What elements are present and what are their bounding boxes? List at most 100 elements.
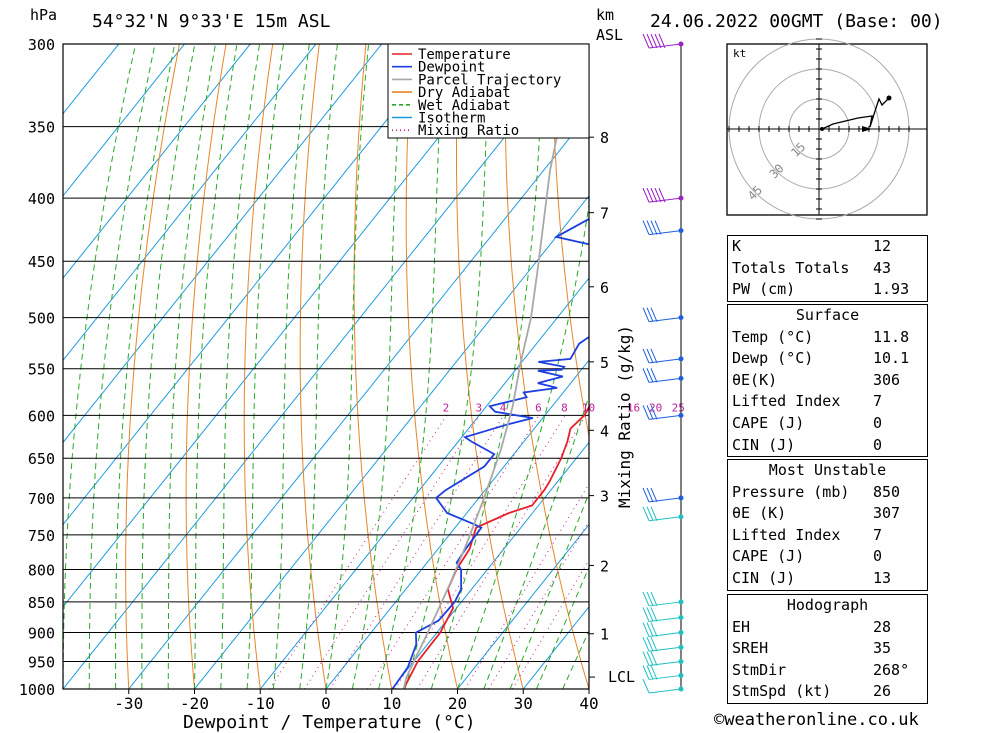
mixing-ratio-line	[329, 415, 505, 689]
y-tick-label: 1000	[19, 681, 55, 699]
wind-barb	[642, 637, 682, 652]
y-tick-label: 550	[28, 361, 55, 379]
x-axis-label: Dewpoint / Temperature (°C)	[183, 712, 476, 733]
wet-adiabat-line	[194, 44, 238, 689]
wind-barb	[642, 506, 682, 522]
legend-entry: Isotherm	[418, 111, 485, 127]
surface-value: 10.1	[873, 349, 910, 368]
dry-adiabat-line	[243, 44, 274, 689]
km-tick-label: 6	[600, 279, 609, 297]
mixing-ratio-line	[303, 415, 480, 689]
y-tick-label: 600	[28, 407, 55, 425]
surface-row: θE(K) 306	[728, 370, 927, 392]
y-tick-label: 400	[28, 190, 55, 208]
km-tick-label: 1	[600, 626, 609, 644]
km-tick-label: 2	[600, 557, 609, 575]
isotherm-line	[63, 44, 514, 608]
hodograph-table-title: Hodograph	[786, 596, 869, 614]
legend-entry: Dewpoint	[418, 60, 485, 76]
km-tick-label: 8	[600, 129, 609, 147]
indices-row: K 12	[728, 236, 927, 258]
y-tick-label: 900	[28, 625, 55, 643]
hodograph-table-key: StmDir	[732, 660, 787, 679]
mixing-ratio-line	[416, 415, 587, 689]
location-title: 54°32'N 9°33'E 15m ASL	[92, 11, 331, 32]
isotherm-line	[522, 606, 589, 689]
mixing-ratio-label: 20	[649, 401, 662, 414]
surface-value: 11.8	[873, 327, 910, 346]
mixing-ratio-label: 16	[627, 401, 640, 414]
wet-adiabat-line	[88, 44, 156, 689]
wind-barb	[642, 665, 682, 680]
indices-key: K	[732, 237, 742, 255]
mixing-ratio-label: 25	[672, 401, 685, 414]
most-unstable-value: 7	[873, 525, 883, 544]
indices-value: 43	[873, 258, 892, 277]
hodograph-end-dot	[886, 95, 892, 101]
y-tick-label: 300	[28, 36, 55, 54]
lcl-label: LCL	[608, 668, 635, 686]
hodograph-trace	[821, 97, 890, 130]
mixing-ratio-label: 6	[535, 401, 542, 414]
height-unit-km: km	[596, 6, 614, 24]
dry-adiabat-line	[551, 44, 589, 439]
datetime-label: 24.06.2022 00GMT (Base: 00)	[650, 11, 943, 32]
isotherm-line	[457, 523, 589, 689]
surface-value: 0	[873, 413, 883, 432]
wet-adiabat-line	[351, 44, 405, 689]
indices-row: PW (cm) 1.93	[728, 279, 927, 301]
wind-barb	[642, 651, 682, 667]
dry-adiabat-line	[125, 44, 180, 689]
isotherm-line	[63, 44, 383, 444]
x-tick-label: 30	[514, 694, 533, 713]
most-unstable-value: 0	[873, 547, 883, 566]
indices-panel: K 12 Totals Totals 43 PW (cm) 1.93	[727, 235, 928, 302]
wet-adiabat-line	[404, 44, 491, 689]
pressure-unit-label: hPa	[30, 6, 57, 24]
surface-key: θE(K)	[732, 370, 778, 389]
surface-row: CIN (J) 0	[728, 435, 927, 457]
legend-entry: Mixing Ratio	[418, 123, 519, 139]
legend-entry: Dry Adiabat	[418, 85, 511, 101]
mixing-ratio-label: 3	[476, 401, 483, 414]
hodograph-table-key: EH	[732, 617, 751, 636]
dry-adiabat-line	[456, 44, 524, 689]
parcel-trajectory-profile	[402, 44, 570, 689]
wet-adiabat-line	[115, 44, 176, 689]
dry-adiabat-line	[925, 44, 1000, 689]
wind-barb	[642, 607, 682, 622]
legend-entry: Temperature	[418, 47, 511, 63]
legend-entry: Wet Adiabat	[418, 98, 511, 114]
most-unstable-key: CAPE (J)	[732, 547, 805, 566]
wind-barb	[642, 220, 682, 236]
x-tick-label: 40	[579, 694, 598, 713]
wind-barb	[642, 33, 682, 49]
wet-adiabat-line	[141, 44, 196, 689]
isotherm-line	[63, 44, 448, 526]
surface-row: Temp (°C) 11.8	[728, 327, 927, 349]
indices-key: PW (cm)	[732, 280, 796, 299]
most-unstable-value: 13	[873, 568, 892, 587]
most-unstable-row: CIN (J) 13	[728, 568, 927, 590]
wind-barb	[642, 187, 682, 203]
wet-adiabat-line	[509, 491, 589, 689]
mixing-ratio-label: 2	[443, 401, 450, 414]
mixing-ratio-label: 4	[500, 401, 507, 414]
wind-barb	[642, 487, 682, 503]
x-tick-label: -20	[180, 694, 209, 713]
wet-adiabat-line	[220, 44, 261, 689]
most-unstable-key: Pressure (mb)	[732, 482, 850, 501]
x-tick-label: -10	[246, 694, 275, 713]
wet-adiabat-line	[457, 201, 589, 689]
y-tick-label: 950	[28, 654, 55, 672]
most-unstable-row: Pressure (mb) 850	[728, 482, 927, 504]
most-unstable-value: 850	[873, 482, 901, 501]
indices-key: Totals Totals	[732, 258, 850, 277]
y-tick-label: 350	[28, 119, 55, 137]
most-unstable-key: Lifted Index	[732, 525, 841, 544]
copyright-footer[interactable]: ©weatheronline.co.uk	[714, 710, 919, 730]
y-tick-label: 500	[28, 310, 55, 328]
isotherm-line	[63, 44, 317, 362]
